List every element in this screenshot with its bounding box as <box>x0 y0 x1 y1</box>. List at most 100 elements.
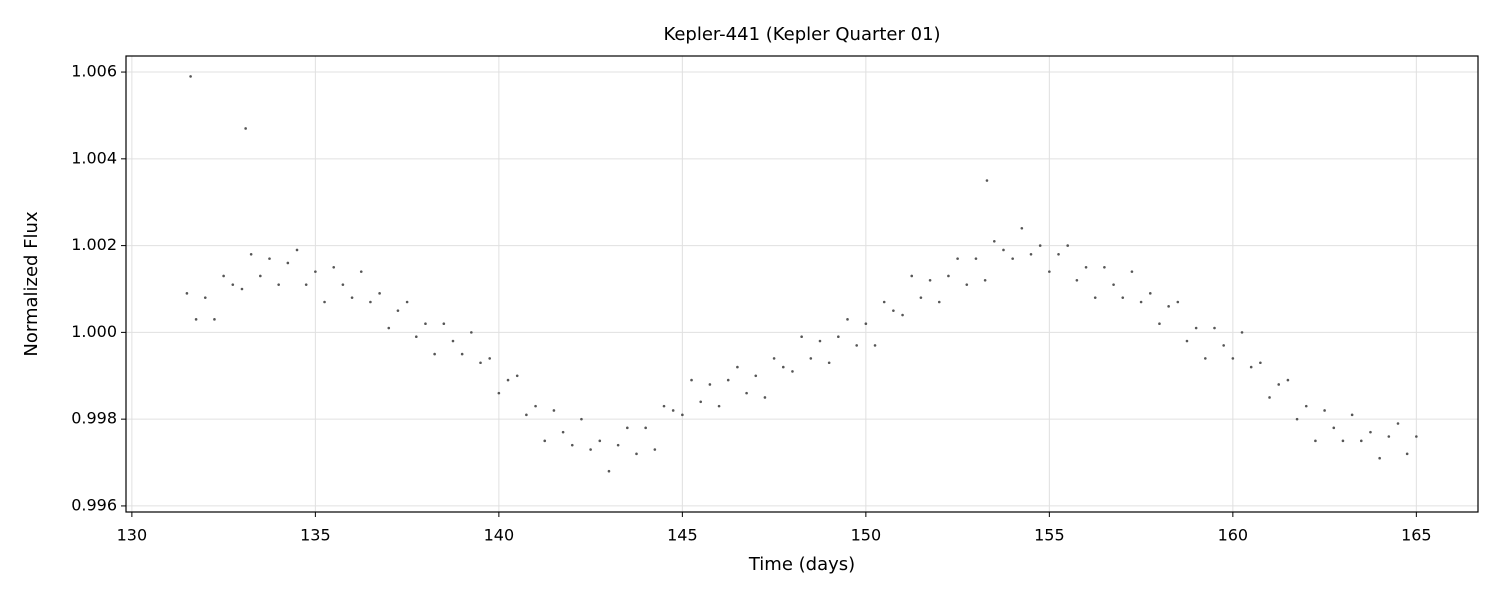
data-point <box>589 448 592 451</box>
data-point <box>1176 300 1180 304</box>
data-point <box>286 261 290 265</box>
data-point <box>525 413 528 417</box>
data-point <box>543 439 547 443</box>
data-point <box>1387 435 1391 438</box>
data-point <box>864 322 868 325</box>
data-point <box>259 274 262 278</box>
data-point <box>240 287 244 291</box>
data-point <box>433 352 436 356</box>
data-point <box>231 283 235 286</box>
data-point <box>635 452 638 456</box>
data-point <box>506 378 510 382</box>
data-point <box>424 322 427 325</box>
data-point <box>268 257 271 260</box>
data-point <box>244 127 247 130</box>
data-point <box>781 365 785 369</box>
data-point <box>1066 244 1070 247</box>
data-point <box>965 283 969 286</box>
data-point <box>1378 456 1381 460</box>
data-point <box>1314 439 1317 443</box>
data-point <box>956 257 959 260</box>
data-point <box>488 357 491 360</box>
data-point <box>1038 244 1042 247</box>
data-point <box>910 274 914 278</box>
data-point <box>387 326 391 330</box>
data-point <box>726 378 730 382</box>
data-point <box>1295 417 1299 421</box>
data-point <box>1148 292 1152 295</box>
data-point <box>341 283 345 286</box>
data-point <box>791 370 794 373</box>
data-point <box>369 300 372 304</box>
data-point <box>442 322 446 325</box>
data-point <box>937 300 941 304</box>
data-point <box>350 296 354 299</box>
data-point <box>1359 439 1363 443</box>
data-point <box>332 265 336 269</box>
data-point <box>1415 435 1418 438</box>
data-point <box>1130 270 1134 273</box>
data-point <box>189 75 192 78</box>
data-point <box>295 248 299 252</box>
data-point <box>598 439 602 443</box>
data-point <box>1167 305 1170 308</box>
data-point <box>947 274 950 278</box>
x-tick-label: 160 <box>1218 526 1249 545</box>
data-point <box>800 335 803 339</box>
data-point <box>1121 296 1125 299</box>
x-tick-label: 165 <box>1401 526 1432 545</box>
data-point <box>1185 339 1189 343</box>
data-point <box>1396 422 1400 425</box>
data-point <box>249 252 253 256</box>
data-point <box>901 313 904 317</box>
data-point <box>1222 344 1225 347</box>
data-point <box>983 279 987 282</box>
data-point <box>1103 265 1106 269</box>
data-point <box>745 391 748 395</box>
data-point <box>1158 322 1161 325</box>
data-point <box>479 361 482 365</box>
data-point <box>1350 413 1354 417</box>
data-point <box>1139 300 1143 304</box>
data-point <box>213 318 216 321</box>
x-tick-label: 135 <box>300 526 331 545</box>
data-point <box>1259 361 1262 365</box>
data-point <box>304 283 308 286</box>
data-point <box>194 318 198 321</box>
data-point <box>1213 326 1216 330</box>
data-point <box>1405 452 1409 456</box>
data-point <box>708 383 712 386</box>
data-point <box>1332 426 1336 430</box>
data-point <box>1286 378 1290 382</box>
data-point <box>1093 296 1097 299</box>
data-point <box>1011 257 1014 260</box>
x-tick-label: 150 <box>851 526 882 545</box>
data-point <box>837 335 840 339</box>
data-point <box>1268 396 1271 399</box>
data-point <box>1084 265 1088 269</box>
data-point <box>690 378 693 382</box>
x-tick-label: 140 <box>484 526 515 545</box>
data-point <box>1249 365 1253 369</box>
data-point <box>1369 430 1372 434</box>
data-point <box>1341 439 1345 443</box>
x-axis-label: Time (days) <box>748 554 855 575</box>
data-point <box>552 409 556 412</box>
data-point <box>809 357 813 360</box>
data-point <box>846 318 849 321</box>
data-point <box>818 339 822 343</box>
y-tick-label: 0.998 <box>71 409 117 428</box>
data-point <box>405 300 409 304</box>
data-point <box>497 391 501 395</box>
data-point <box>873 344 877 347</box>
data-point <box>644 426 647 430</box>
data-point <box>754 374 758 378</box>
data-point <box>414 335 418 339</box>
x-tick-label: 155 <box>1034 526 1065 545</box>
data-point <box>763 396 767 399</box>
data-point <box>1204 357 1207 360</box>
data-point <box>185 292 189 295</box>
data-point <box>534 404 537 408</box>
